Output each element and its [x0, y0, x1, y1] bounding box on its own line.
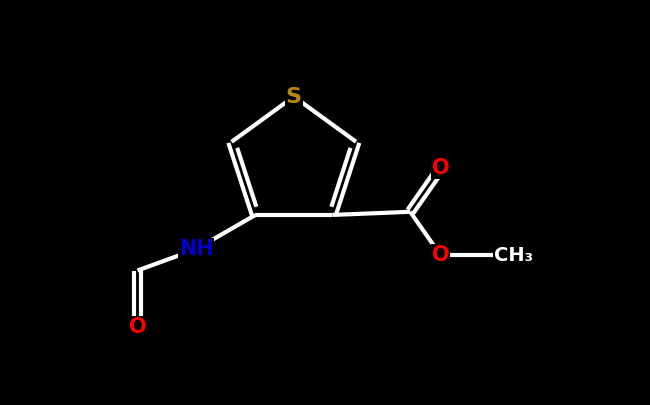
- Text: O: O: [432, 158, 449, 179]
- Text: NH: NH: [179, 239, 213, 259]
- Text: S: S: [286, 87, 302, 107]
- Text: O: O: [129, 317, 146, 337]
- Text: O: O: [432, 245, 449, 265]
- Text: CH₃: CH₃: [493, 246, 532, 265]
